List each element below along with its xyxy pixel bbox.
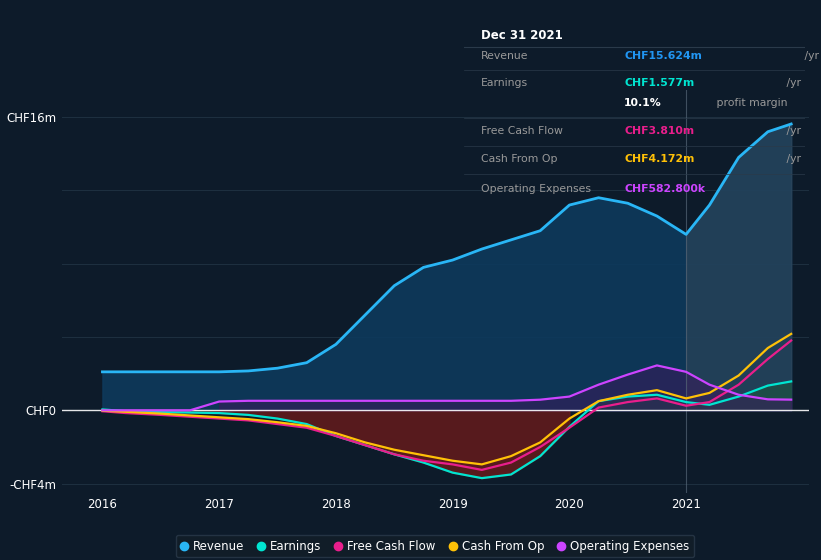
Text: CHF3.810m: CHF3.810m	[624, 126, 694, 136]
Text: CHF1.577m: CHF1.577m	[624, 78, 695, 88]
Text: CHF4.172m: CHF4.172m	[624, 154, 695, 164]
Text: /yr: /yr	[783, 78, 801, 88]
Text: Revenue: Revenue	[481, 50, 529, 60]
Text: /yr: /yr	[783, 126, 801, 136]
Text: Cash From Op: Cash From Op	[481, 154, 557, 164]
Text: CHF15.624m: CHF15.624m	[624, 50, 702, 60]
Legend: Revenue, Earnings, Free Cash Flow, Cash From Op, Operating Expenses: Revenue, Earnings, Free Cash Flow, Cash …	[177, 535, 694, 557]
Text: 10.1%: 10.1%	[624, 99, 662, 108]
Text: /yr: /yr	[783, 154, 801, 164]
Text: /yr: /yr	[819, 184, 821, 194]
Text: Operating Expenses: Operating Expenses	[481, 184, 591, 194]
Text: /yr: /yr	[801, 50, 819, 60]
Text: profit margin: profit margin	[713, 99, 787, 108]
Text: CHF582.800k: CHF582.800k	[624, 184, 705, 194]
Text: Dec 31 2021: Dec 31 2021	[481, 29, 562, 42]
Text: Free Cash Flow: Free Cash Flow	[481, 126, 562, 136]
Text: Earnings: Earnings	[481, 78, 528, 88]
